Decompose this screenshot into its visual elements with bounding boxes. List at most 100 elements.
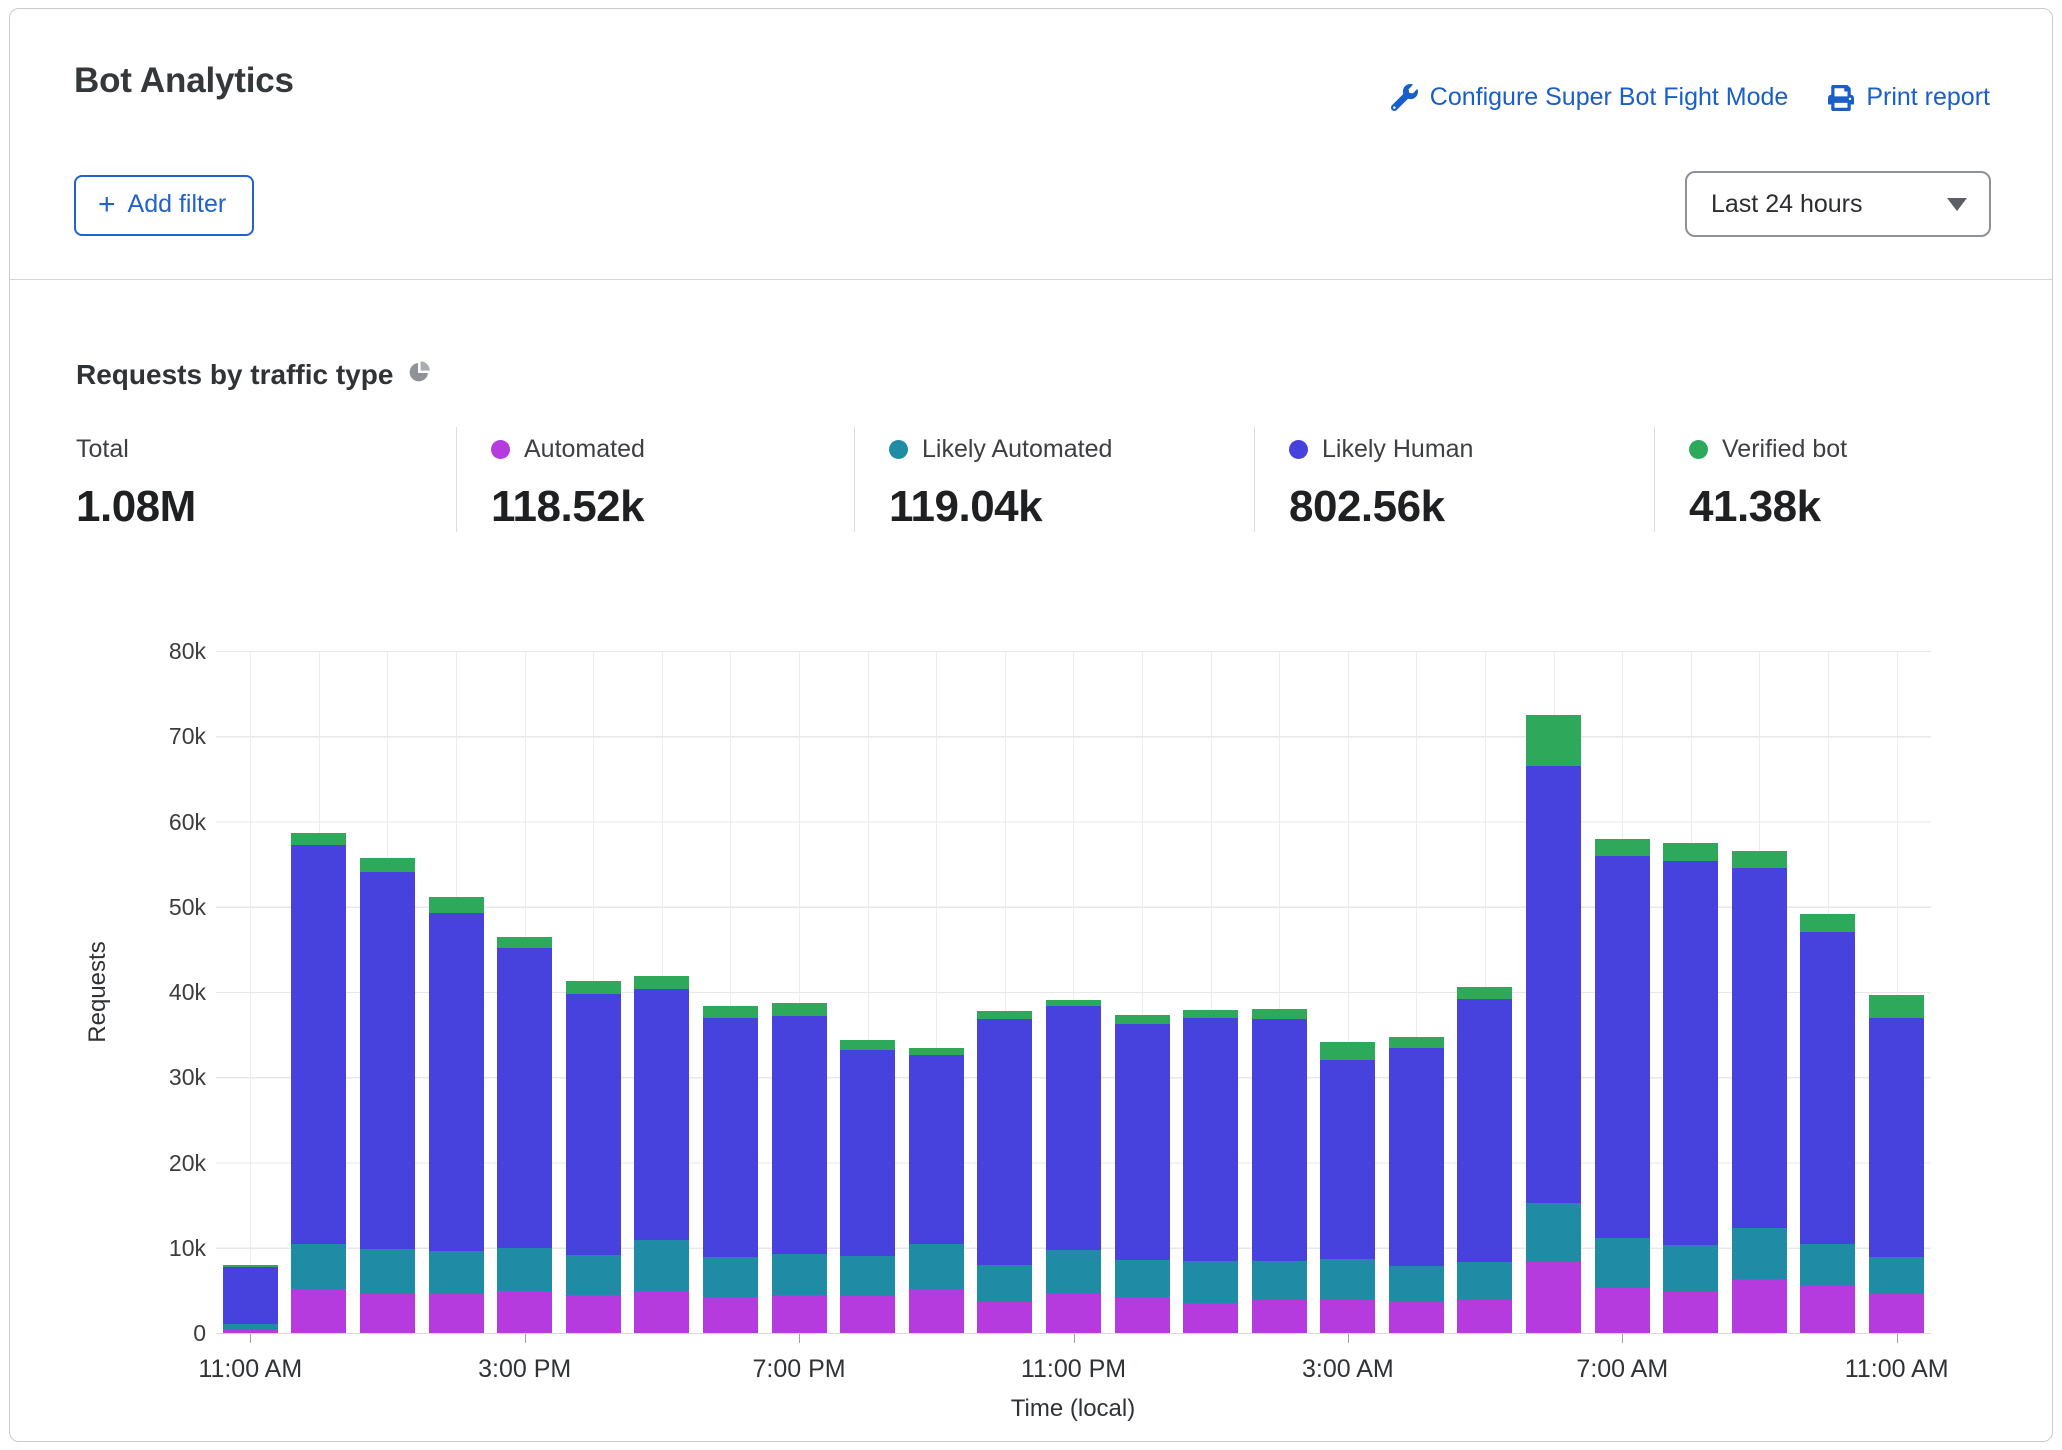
stacked-bar[interactable] — [702, 1005, 758, 1333]
stat-likely-automated-value: 119.04k — [889, 482, 1043, 531]
plus-icon: + — [98, 187, 116, 221]
stacked-bar[interactable] — [291, 833, 347, 1333]
chart-slot — [490, 651, 559, 1333]
stat-automated: Automated 118.52k — [456, 427, 854, 532]
bar-segment-likely_automated — [1320, 1258, 1376, 1300]
y-tick-label: 10k — [168, 1234, 206, 1261]
bar-segment-automated — [1800, 1285, 1856, 1333]
bar-segment-verified_bot — [428, 897, 484, 913]
x-tick-mark — [1073, 1334, 1075, 1343]
stacked-bar[interactable] — [1388, 1037, 1444, 1333]
chart-slot — [353, 651, 422, 1333]
stacked-bar[interactable] — [1663, 842, 1719, 1333]
stacked-bar[interactable] — [1731, 851, 1787, 1333]
bar-segment-likely_human — [428, 912, 484, 1252]
bar-segment-likely_automated — [1800, 1243, 1856, 1286]
stacked-bar[interactable] — [771, 1003, 827, 1333]
stacked-bar[interactable] — [1320, 1042, 1376, 1333]
chart-slot — [1108, 651, 1177, 1333]
stacked-bar[interactable] — [428, 897, 484, 1333]
chart-slot — [1039, 651, 1108, 1333]
configure-super-bot-fight-mode-link[interactable]: Configure Super Bot Fight Mode — [1390, 83, 1789, 112]
y-tick-label: 30k — [168, 1064, 206, 1091]
stacked-bar[interactable] — [565, 980, 621, 1333]
stacked-bar[interactable] — [977, 1010, 1033, 1333]
bar-segment-automated — [1526, 1262, 1582, 1333]
stacked-bar[interactable] — [1251, 1009, 1307, 1333]
likely-human-dot — [1289, 440, 1308, 459]
bar-segment-verified_bot — [1731, 851, 1787, 868]
bar-segment-verified_bot — [977, 1010, 1033, 1020]
bar-segment-likely_automated — [497, 1247, 553, 1292]
bar-segment-verified_bot — [1869, 995, 1925, 1018]
x-tick-label: 7:00 PM — [752, 1355, 846, 1383]
printer-icon — [1828, 84, 1855, 111]
x-tick-label: 11:00 AM — [1844, 1355, 1949, 1383]
section-title-label: Requests by traffic type — [76, 359, 394, 390]
stacked-bar[interactable] — [634, 975, 690, 1333]
bar-segment-likely_automated — [565, 1254, 621, 1295]
add-filter-button[interactable]: + Add filter — [74, 175, 255, 236]
bar-segment-verified_bot — [497, 936, 553, 948]
stacked-bar[interactable] — [1800, 914, 1856, 1333]
stat-total-label: Total — [76, 435, 129, 463]
chart-plot[interactable] — [216, 651, 1931, 1334]
x-tick-label: 11:00 AM — [198, 1355, 303, 1383]
stacked-bar[interactable] — [1594, 838, 1650, 1333]
bar-segment-likely_automated — [1869, 1257, 1925, 1294]
stacked-bar[interactable] — [1869, 995, 1925, 1333]
bar-segment-likely_human — [1663, 860, 1719, 1246]
bar-segment-automated — [497, 1291, 553, 1333]
bar-segment-verified_bot — [291, 833, 347, 845]
stat-likely-automated-label: Likely Automated — [922, 435, 1113, 463]
stat-automated-value: 118.52k — [491, 482, 645, 531]
bar-segment-likely_human — [1869, 1017, 1925, 1258]
bar-segment-likely_automated — [1183, 1261, 1239, 1304]
bar-segment-verified_bot — [1526, 714, 1582, 767]
bar-segment-likely_automated — [771, 1253, 827, 1295]
time-range-select[interactable]: Last 24 hours — [1685, 171, 1991, 237]
page-title: Bot Analytics — [74, 61, 294, 100]
wrench-icon — [1390, 84, 1418, 111]
stacked-bar[interactable] — [1183, 1009, 1239, 1333]
y-axis-title: Requests — [84, 941, 111, 1043]
stacked-bar[interactable] — [222, 1264, 278, 1333]
stacked-bar[interactable] — [1114, 1015, 1170, 1333]
bar-segment-likely_automated — [1594, 1237, 1650, 1288]
stacked-bar[interactable] — [840, 1039, 896, 1333]
bar-segment-likely_human — [291, 844, 347, 1245]
stacked-bar[interactable] — [908, 1048, 964, 1333]
bar-segment-automated — [908, 1288, 964, 1333]
bar-segment-likely_human — [1045, 1005, 1101, 1251]
stacked-bar[interactable] — [1045, 999, 1101, 1333]
bar-segment-verified_bot — [1388, 1037, 1444, 1049]
bar-segment-likely_human — [634, 989, 690, 1241]
chart-slot — [833, 651, 902, 1333]
bar-segment-automated — [291, 1288, 347, 1333]
stacked-bar[interactable] — [359, 858, 415, 1333]
stacked-bar[interactable] — [1526, 714, 1582, 1333]
bar-segment-verified_bot — [1320, 1042, 1376, 1061]
automated-dot — [491, 440, 510, 459]
bar-segment-verified_bot — [1457, 986, 1513, 999]
bar-segment-likely_human — [359, 871, 415, 1250]
header-divider — [10, 279, 2052, 280]
print-report-link[interactable]: Print report — [1828, 83, 1990, 112]
bar-segment-automated — [1251, 1299, 1307, 1333]
bar-segment-likely_automated — [840, 1256, 896, 1297]
x-tick-mark — [524, 1334, 526, 1343]
y-tick-label: 60k — [168, 808, 206, 835]
chart-slot — [1451, 651, 1520, 1333]
stacked-bar[interactable] — [1457, 986, 1513, 1333]
stacked-bar[interactable] — [497, 936, 553, 1333]
chart-slot — [1314, 651, 1383, 1333]
bar-segment-automated — [1457, 1299, 1513, 1333]
chart-slot — [1176, 651, 1245, 1333]
bar-segment-verified_bot — [1663, 842, 1719, 861]
bar-segment-automated — [840, 1296, 896, 1333]
configure-link-label: Configure Super Bot Fight Mode — [1429, 83, 1789, 111]
bar-segment-likely_automated — [1663, 1245, 1719, 1293]
bar-segment-automated — [1045, 1292, 1101, 1333]
bar-segment-likely_human — [1183, 1017, 1239, 1262]
section-title: Requests by traffic type — [76, 359, 431, 391]
